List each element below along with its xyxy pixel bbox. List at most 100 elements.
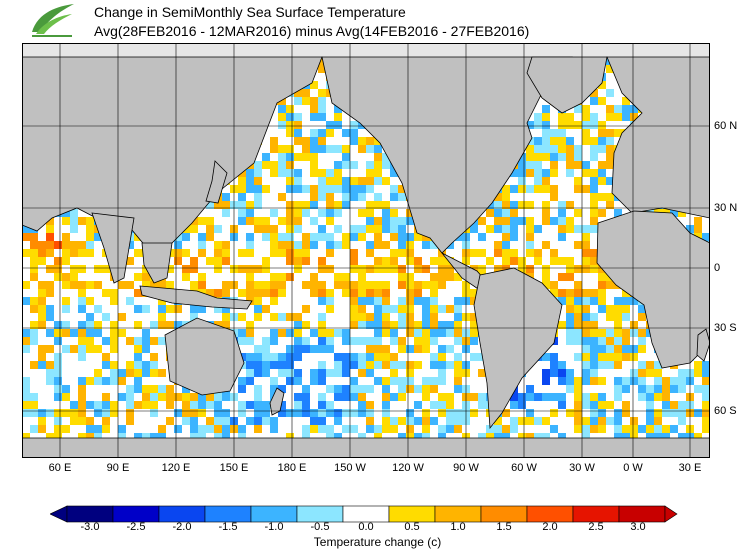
sst-cell (406, 329, 414, 337)
sst-cell (366, 385, 374, 393)
sst-cell (702, 401, 710, 409)
sst-cell (46, 313, 54, 321)
sst-cell (334, 113, 342, 121)
sst-cell (366, 401, 374, 409)
sst-cell (30, 249, 38, 257)
sst-cell (622, 313, 630, 321)
sst-cell (30, 329, 38, 337)
sst-cell (526, 433, 534, 441)
sst-cell (286, 329, 294, 337)
sst-cell (502, 409, 510, 417)
sst-cell (342, 361, 350, 369)
sst-cell (478, 249, 486, 257)
sst-cell (654, 361, 662, 369)
sst-cell (318, 185, 326, 193)
sst-cell (350, 121, 358, 129)
sst-cell (494, 425, 502, 433)
sst-cell (582, 297, 590, 305)
sst-cell (614, 321, 622, 329)
sst-cell (110, 345, 118, 353)
sst-cell (582, 265, 590, 273)
sst-cell (342, 161, 350, 169)
sst-cell (262, 305, 270, 313)
sst-cell (470, 353, 478, 361)
sst-cell (286, 209, 294, 217)
sst-cell (366, 217, 374, 225)
sst-cell (454, 353, 462, 361)
sst-cell (574, 409, 582, 417)
sst-cell (374, 193, 382, 201)
sst-cell (54, 425, 62, 433)
sst-cell (446, 401, 454, 409)
sst-cell (182, 393, 190, 401)
sst-cell (558, 121, 566, 129)
colorbar-tick-label: -2.0 (172, 521, 192, 533)
sst-cell (478, 401, 486, 409)
land-australia (164, 317, 245, 396)
sst-cell (278, 289, 286, 297)
sst-cell (582, 313, 590, 321)
sst-cell (574, 185, 582, 193)
colorbar-tick-label: 0.0 (358, 521, 374, 533)
sst-cell (350, 265, 358, 273)
sst-cell (382, 209, 390, 217)
sst-cell (374, 177, 382, 185)
sst-cell (206, 217, 214, 225)
sst-cell (542, 153, 550, 161)
sst-cell (622, 289, 630, 297)
sst-cell (606, 177, 614, 185)
sst-cell (54, 393, 62, 401)
sst-cell (62, 385, 70, 393)
sst-cell (526, 265, 534, 273)
sst-cell (590, 113, 598, 121)
sst-cell (438, 321, 446, 329)
sst-cell (390, 217, 398, 225)
sst-cell (246, 241, 254, 249)
sst-cell (222, 193, 230, 201)
sst-cell (86, 217, 94, 225)
sst-cell (326, 433, 334, 441)
sst-cell (566, 153, 574, 161)
sst-cell (582, 249, 590, 257)
sst-cell (342, 273, 350, 281)
sst-cell (638, 369, 646, 377)
colorbar-swatch (618, 505, 666, 523)
sst-cell (22, 297, 30, 305)
sst-cell (310, 329, 318, 337)
sst-cell (318, 297, 326, 305)
sst-cell (478, 369, 486, 377)
sst-cell (302, 153, 310, 161)
sst-cell (390, 169, 398, 177)
sst-cell (286, 113, 294, 121)
sst-cell (38, 257, 46, 265)
sst-cell (286, 257, 294, 265)
sst-cell (582, 433, 590, 441)
sst-cell (342, 177, 350, 185)
sst-cell (158, 297, 166, 305)
sst-cell (694, 433, 702, 441)
sst-cell (550, 129, 558, 137)
sst-cell (358, 313, 366, 321)
sst-cell (246, 289, 254, 297)
sst-cell (62, 241, 70, 249)
sst-cell (46, 345, 54, 353)
sst-cell (286, 225, 294, 233)
sst-cell (550, 257, 558, 265)
sst-cell (398, 249, 406, 257)
sst-cell (278, 145, 286, 153)
sst-cell (374, 145, 382, 153)
sst-cell (318, 401, 326, 409)
sst-cell (590, 177, 598, 185)
sst-cell (526, 161, 534, 169)
sst-cell (158, 385, 166, 393)
sst-cell (350, 177, 358, 185)
sst-cell (582, 137, 590, 145)
sst-cell (502, 217, 510, 225)
sst-cell (382, 345, 390, 353)
sst-cell (590, 153, 598, 161)
sst-cell (678, 385, 686, 393)
sst-cell (646, 369, 654, 377)
sst-cell (238, 425, 246, 433)
sst-cell (534, 177, 542, 185)
sst-cell (382, 257, 390, 265)
